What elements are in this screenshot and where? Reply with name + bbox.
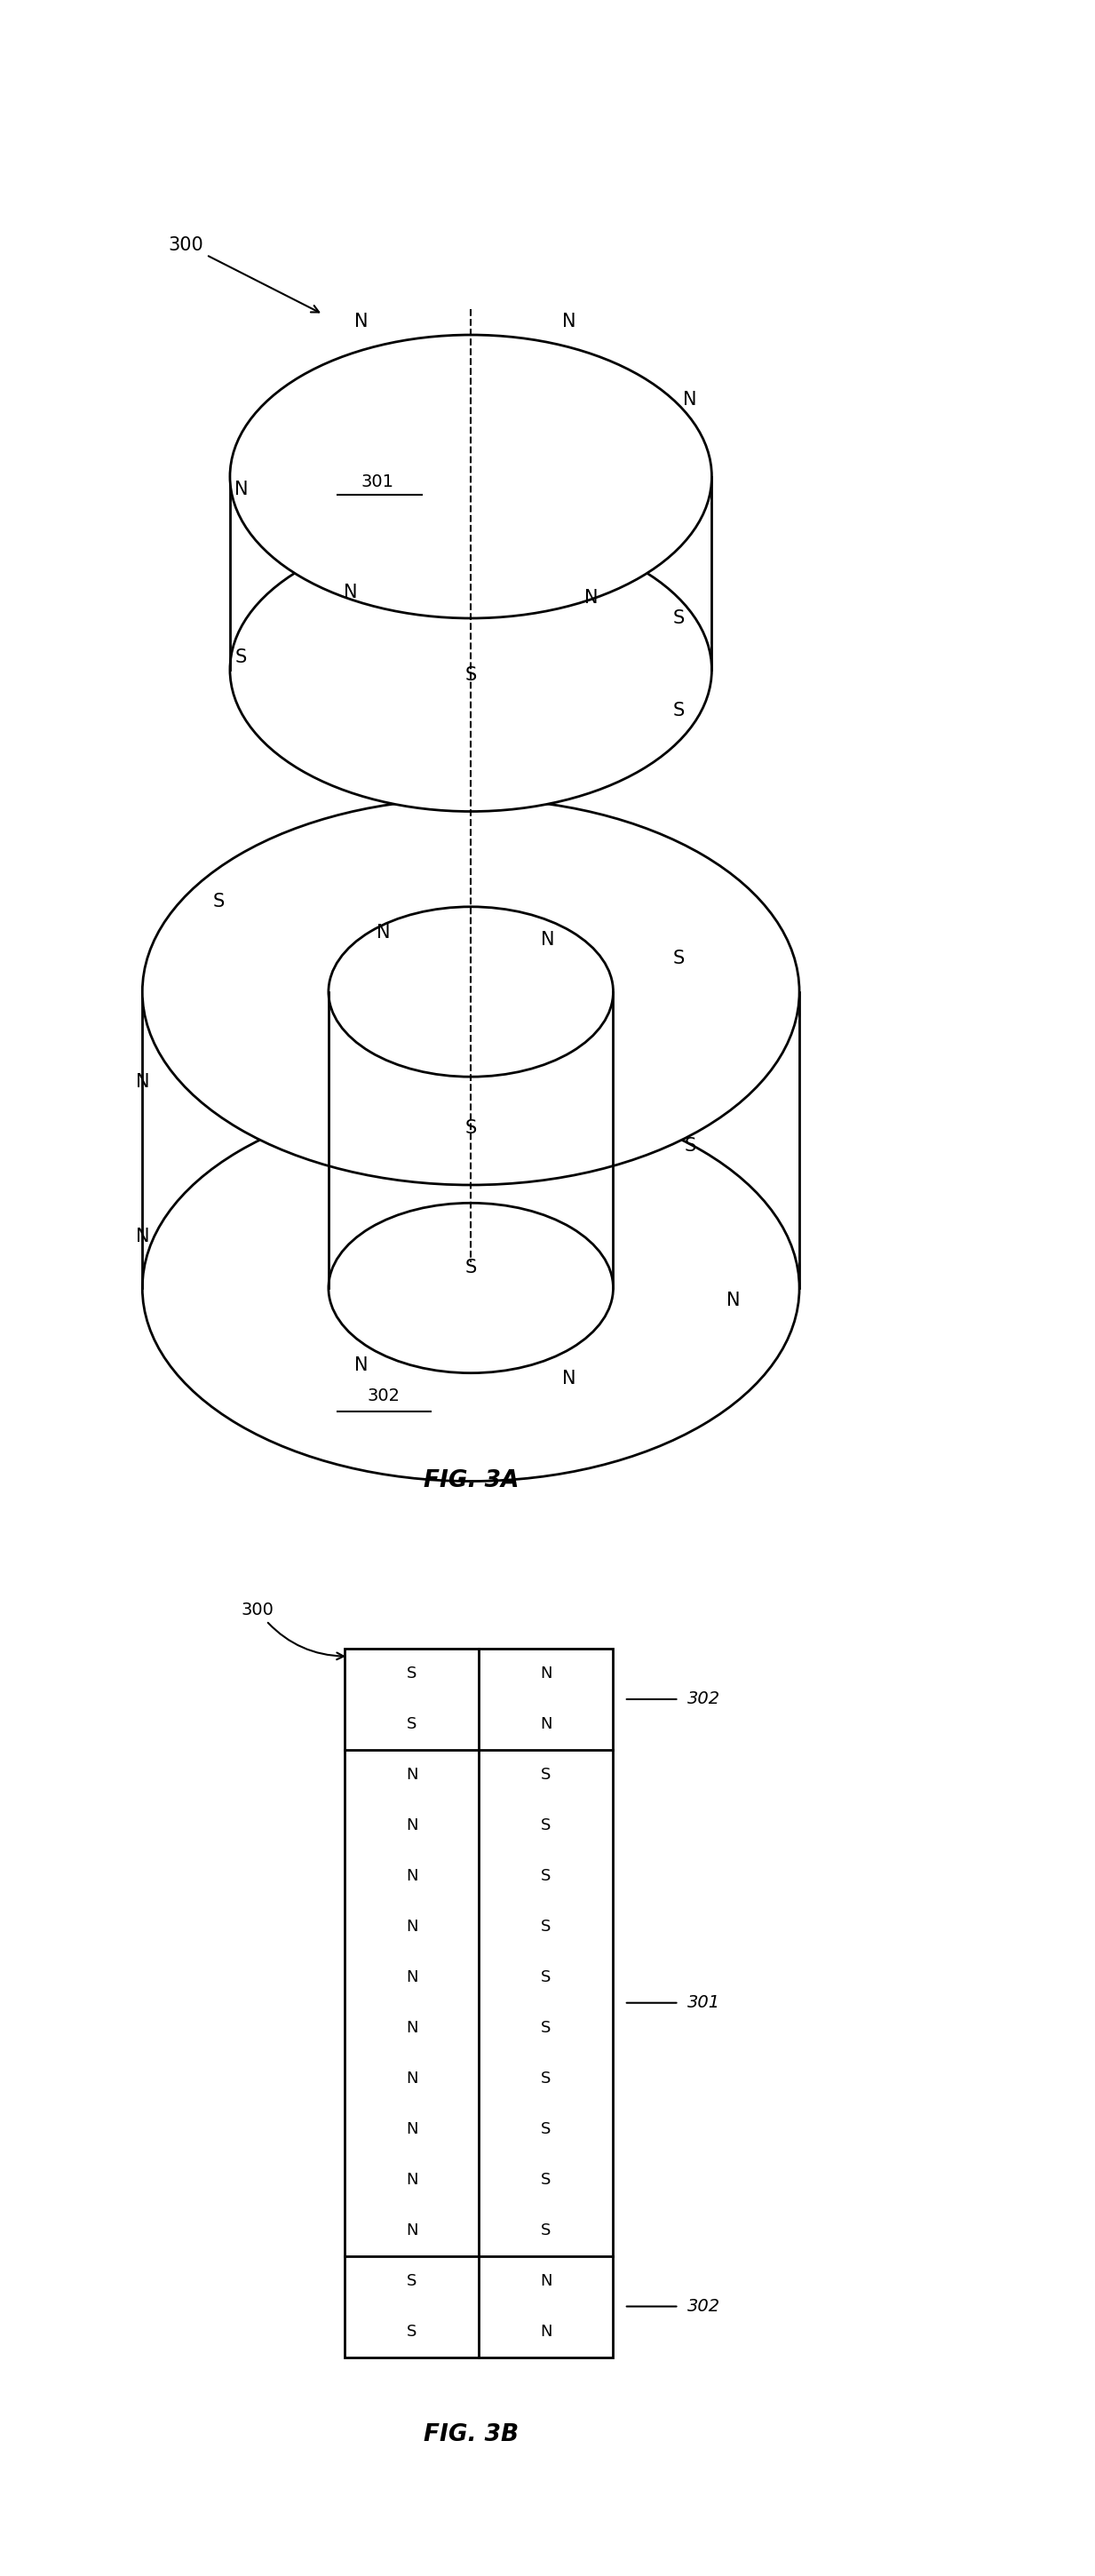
Text: S: S [673,611,684,626]
Text: N: N [563,314,576,330]
Text: S: S [465,667,476,683]
Text: S: S [541,2071,551,2087]
Text: S: S [673,951,684,966]
Text: S: S [465,1260,476,1275]
Text: N: N [540,1667,552,1682]
Text: 301: 301 [688,1994,721,2012]
Text: N: N [377,925,390,940]
Text: N: N [540,2324,552,2339]
Text: S: S [541,2123,551,2138]
Text: 302: 302 [367,1388,400,1404]
Ellipse shape [230,335,712,618]
Text: S: S [214,894,224,909]
Text: N: N [406,1919,418,1935]
Text: S: S [541,1819,551,1834]
Text: N: N [406,2223,418,2239]
Text: N: N [406,1767,418,1783]
Text: N: N [406,2071,418,2087]
Text: N: N [344,585,357,600]
Text: S: S [407,2324,417,2339]
Text: S: S [673,703,684,719]
Text: 300: 300 [241,1602,344,1659]
Text: FIG. 3B: FIG. 3B [424,2424,518,2445]
Text: N: N [727,1293,740,1309]
Text: N: N [406,2172,418,2187]
Text: N: N [540,1716,552,1734]
Ellipse shape [328,1203,613,1373]
Ellipse shape [142,1095,799,1481]
Text: 302: 302 [688,2298,721,2316]
Text: S: S [684,1139,695,1154]
Ellipse shape [230,528,712,811]
Text: N: N [234,482,247,497]
Text: 301: 301 [361,474,394,489]
Text: N: N [541,933,554,948]
Text: N: N [355,1358,368,1373]
Ellipse shape [142,799,799,1185]
Bar [345,1649,613,2357]
Text: N: N [406,2123,418,2138]
Text: S: S [541,1919,551,1935]
Text: S: S [541,2223,551,2239]
Text: 300: 300 [169,237,319,312]
Text: N: N [563,1370,576,1386]
Text: S: S [541,1971,551,1986]
Text: N: N [406,1868,418,1883]
Text: N: N [683,392,696,407]
Text: S: S [541,2172,551,2187]
Text: S: S [407,1667,417,1682]
Text: N: N [406,1819,418,1834]
Text: S: S [541,1868,551,1883]
Text: S: S [407,2272,417,2290]
Text: N: N [355,314,368,330]
Text: S: S [235,649,246,665]
Text: N: N [136,1074,149,1090]
Text: 302: 302 [688,1690,721,1708]
Text: N: N [406,2020,418,2035]
Text: N: N [136,1229,149,1244]
Text: S: S [407,1716,417,1734]
Text: N: N [540,2272,552,2290]
Text: N: N [406,1971,418,1986]
Ellipse shape [328,907,613,1077]
Text: S: S [541,1767,551,1783]
Text: FIG. 3A: FIG. 3A [423,1471,519,1492]
Text: N: N [585,590,598,605]
Text: S: S [541,2020,551,2035]
Text: S: S [465,1121,476,1136]
